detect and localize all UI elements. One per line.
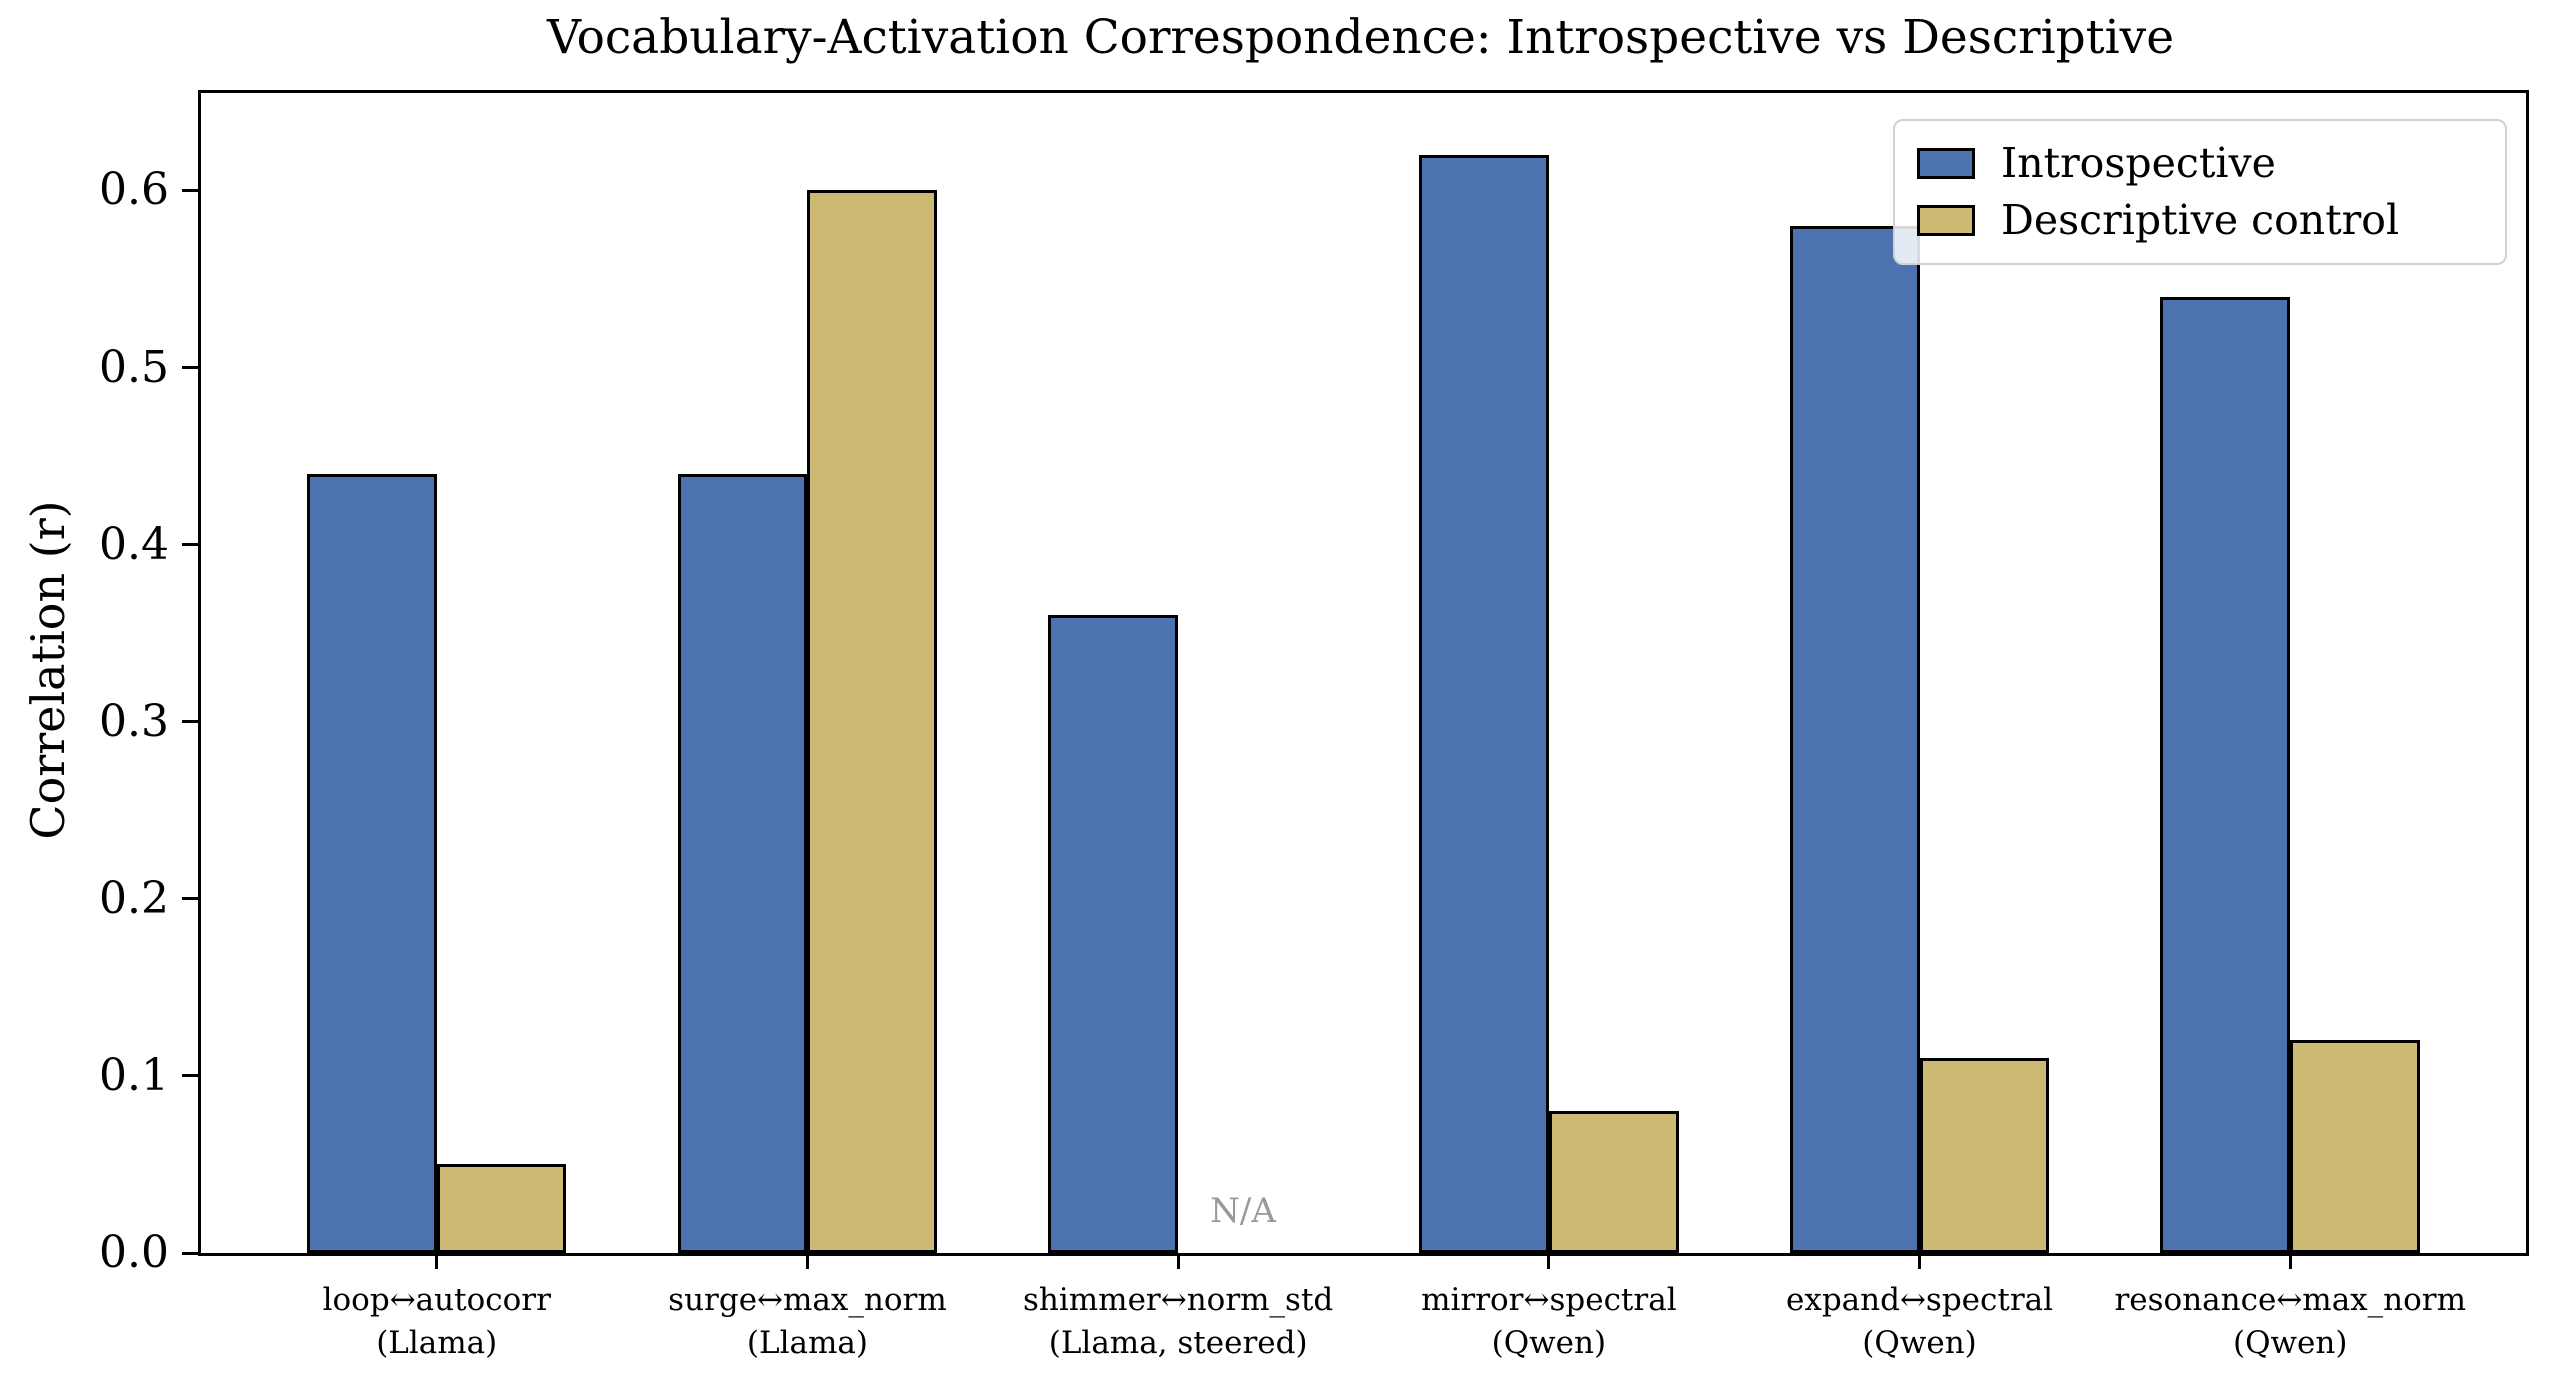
legend-label-descriptive-control: Descriptive control [2001,196,2400,244]
bar-introspective-4 [1789,225,1920,1253]
bar-introspective-3 [1419,155,1549,1253]
y-tick-mark [182,1251,198,1255]
legend-swatch-introspective [1917,148,1975,179]
legend-item-descriptive-control: Descriptive control [1917,200,2505,241]
x-tick-mark [1176,1253,1180,1269]
legend: Introspective Descriptive control [1893,119,2507,265]
x-tick-mark [805,1253,809,1269]
y-tick-mark [182,720,198,724]
x-tick-label: mirror↔spectral (Qwen) [1421,1282,1677,1362]
chart-title: Vocabulary-Activation Correspondence: In… [546,10,2175,65]
x-tick-mark [2288,1253,2292,1269]
y-tick-label: 0.2 [99,872,169,924]
y-tick-label: 0.5 [99,341,169,393]
x-tick-label: expand↔spectral (Qwen) [1785,1282,2054,1362]
bar-descriptive-control-0 [436,1164,567,1253]
y-tick-label: 0.6 [99,164,169,216]
x-tick-label: resonance↔max_norm (Qwen) [2114,1282,2467,1362]
x-tick-mark [1547,1253,1551,1269]
y-tick-mark [182,1074,198,1078]
bar-descriptive-control-1 [807,190,938,1253]
x-tick-label: shimmer↔norm_std (Llama, steered) [1023,1282,1334,1362]
x-tick-label: surge↔max_norm (Llama) [668,1282,947,1362]
bar-introspective-0 [307,473,437,1253]
bar-introspective-2 [1048,615,1179,1253]
bar-introspective-1 [677,473,808,1253]
plot-area: 0.0 0.1 0.2 0.3 0.4 0.5 0.6 loop↔autocorr (Llam… [99,90,2529,1361]
y-tick-mark [182,897,198,901]
na-label: N/A [1210,1191,1276,1231]
bar-descriptive-control-5 [2290,1040,2420,1253]
y-tick-mark [182,188,198,192]
y-tick-label: 0.0 [99,1227,169,1278]
y-tick-label: 0.1 [99,1049,169,1101]
bar-descriptive-control-3 [1548,1111,1679,1253]
legend-label-introspective: Introspective [2001,139,2276,187]
legend-item-introspective: Introspective [1917,143,2505,184]
y-tick-label: 0.3 [99,695,169,747]
bar-descriptive-control-4 [1919,1058,2050,1253]
legend-swatch-descriptive-control [1917,205,1975,236]
y-tick-mark [182,366,198,369]
x-tick-label: loop↔autocorr (Llama) [322,1282,551,1362]
x-tick-mark [1918,1253,1922,1269]
bar-introspective-5 [2160,296,2291,1253]
x-tick-mark [435,1253,439,1269]
y-tick-mark [182,543,198,547]
y-tick-label: 0.4 [99,518,169,570]
